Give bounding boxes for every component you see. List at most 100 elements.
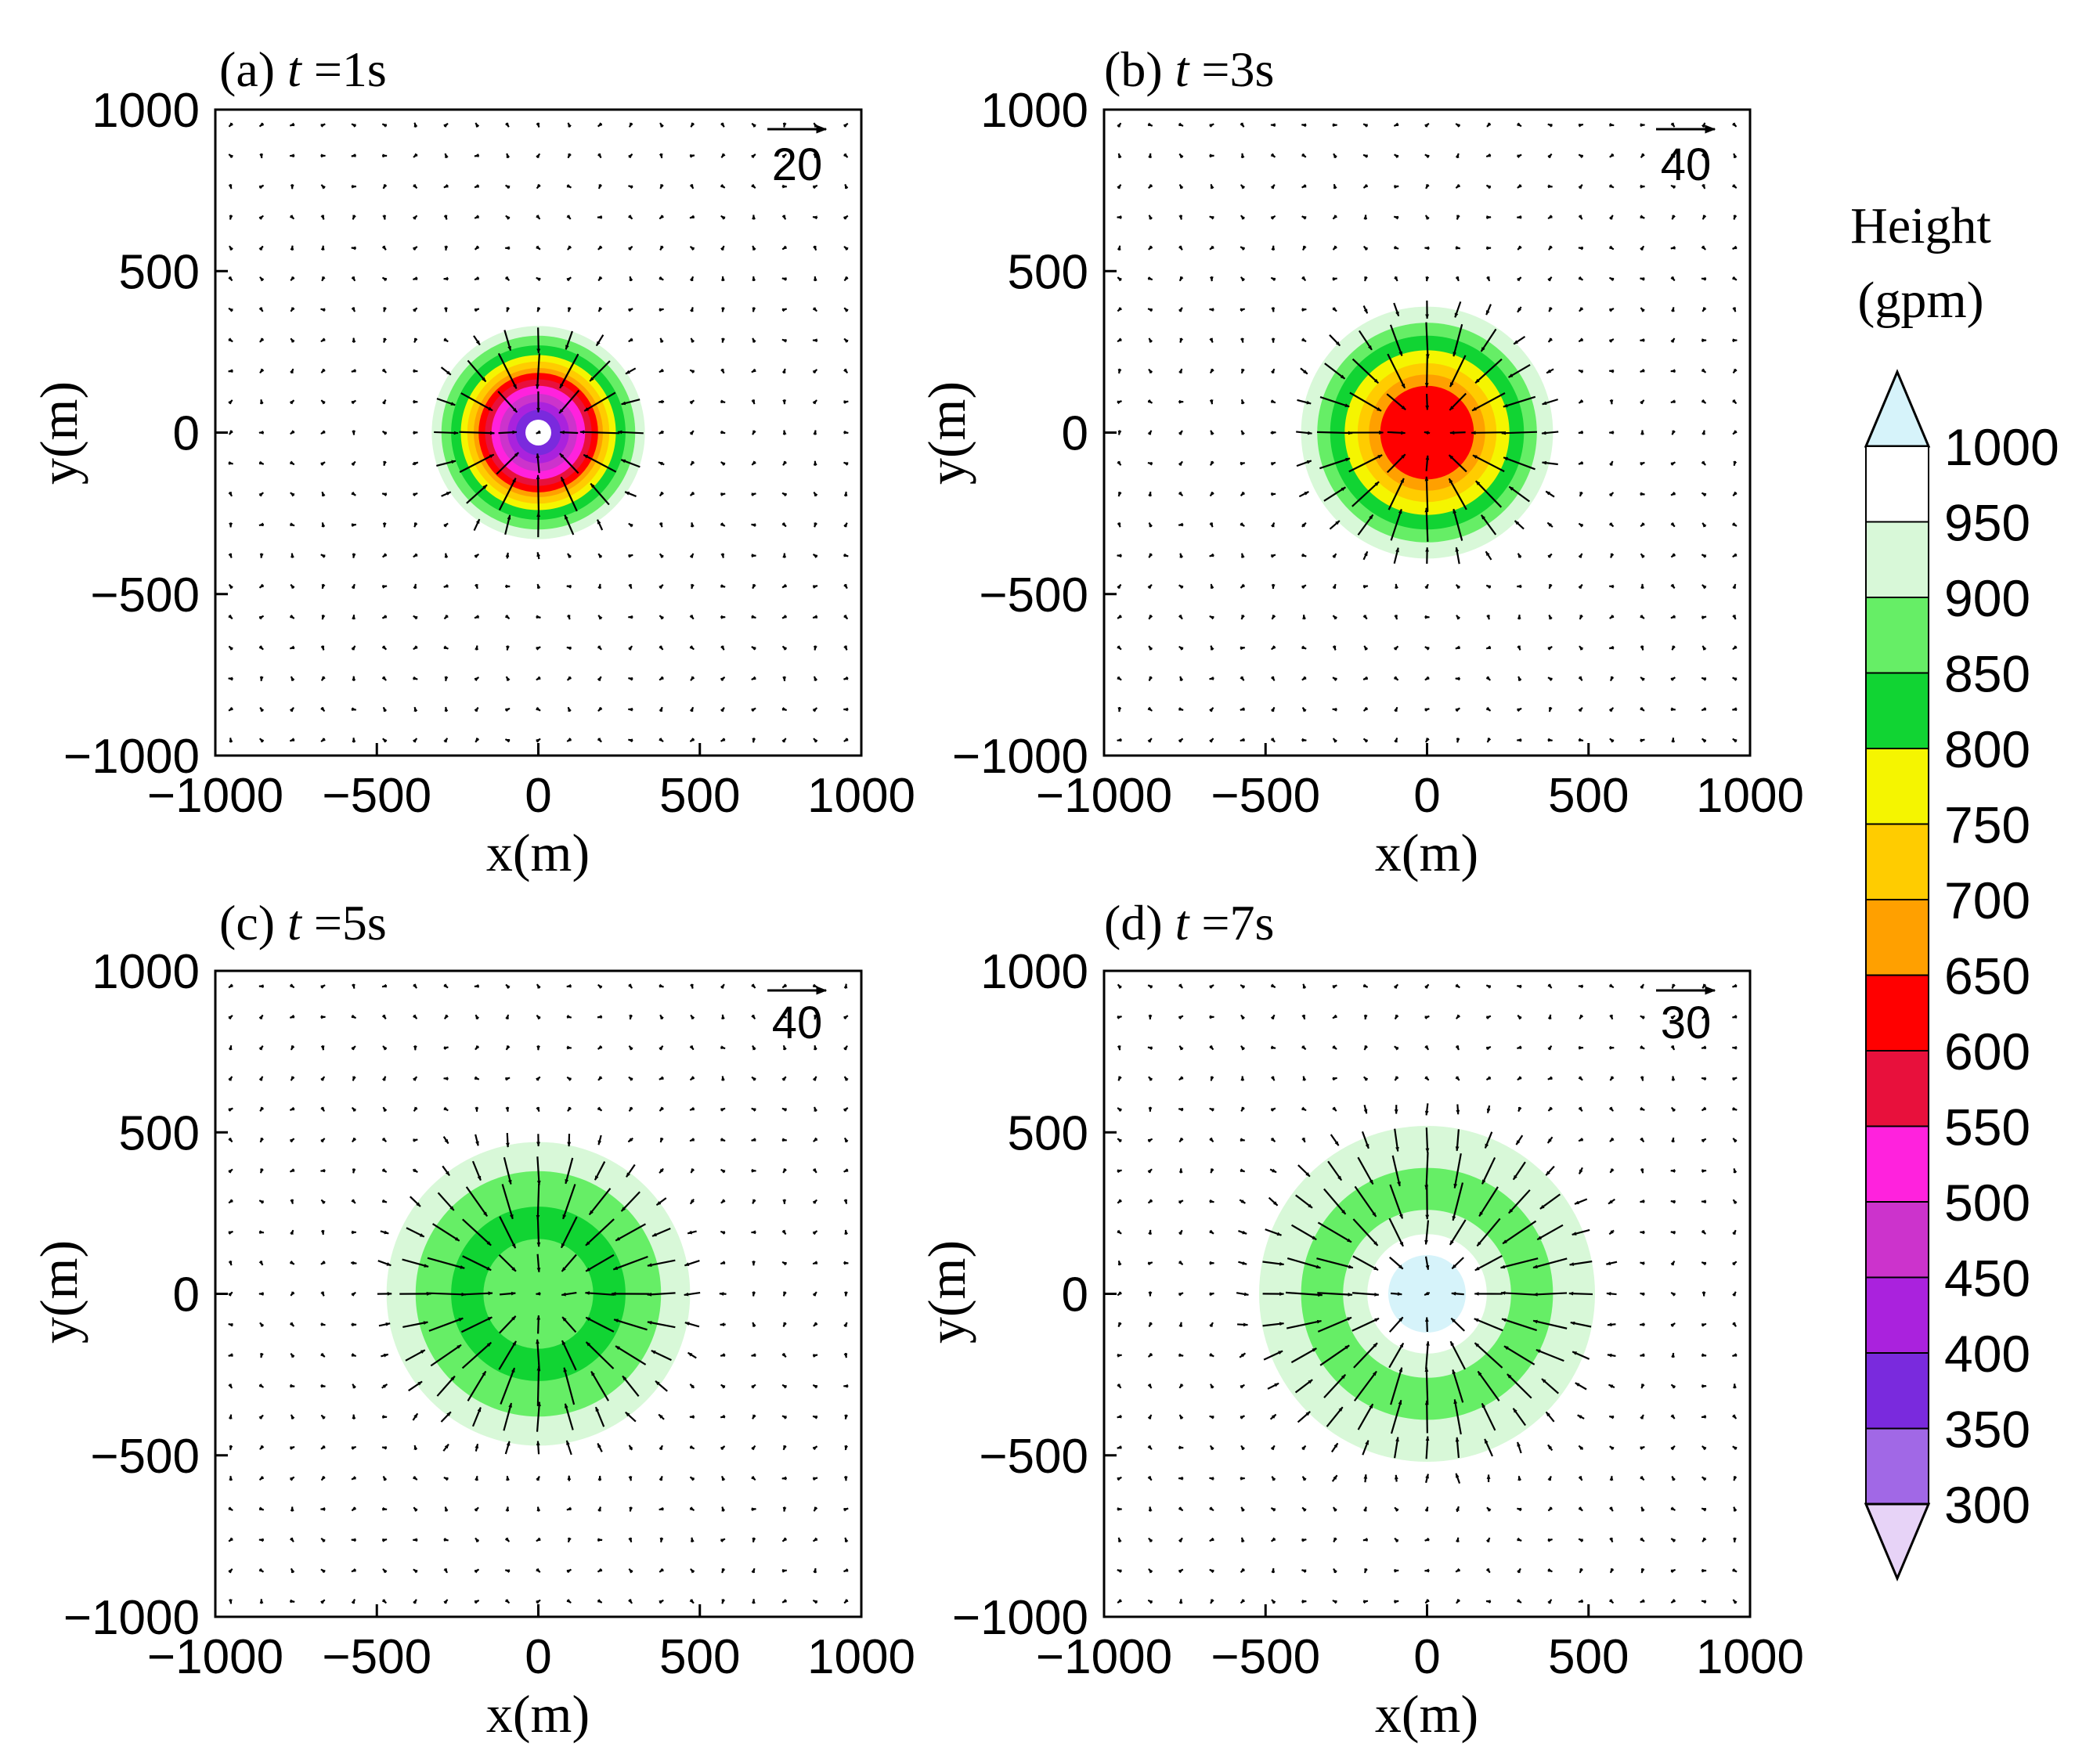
wind-arrow	[1733, 1167, 1738, 1174]
wind-arrow	[1701, 1600, 1707, 1604]
wind-arrow	[459, 453, 495, 473]
wind-arrow	[1178, 245, 1183, 251]
wind-arrow	[228, 369, 233, 373]
wind-arrow	[351, 307, 356, 312]
wind-arrow	[597, 1135, 602, 1145]
wind-arrow	[1117, 1107, 1123, 1113]
wind-arrow	[536, 215, 541, 220]
wind-arrow	[443, 215, 448, 220]
wind-arrow	[812, 707, 818, 712]
wind-arrow	[1608, 215, 1614, 220]
wind-arrow	[1271, 1476, 1276, 1481]
wind-arrow	[1319, 1344, 1350, 1366]
wind-arrow	[320, 337, 326, 343]
wind-arrow	[627, 153, 633, 159]
wind-arrow	[781, 1352, 787, 1358]
wind-arrow	[1210, 183, 1214, 189]
wind-arrow	[536, 353, 541, 390]
wind-arrow	[752, 245, 756, 251]
wind-arrow	[1455, 707, 1460, 712]
wind-arrow	[289, 1537, 294, 1542]
wind-arrow	[505, 1014, 510, 1020]
wind-arrow	[814, 1044, 817, 1051]
wind-arrow	[1394, 1600, 1399, 1604]
wind-arrow	[1670, 1106, 1676, 1113]
wind-arrow	[1732, 553, 1738, 558]
wind-arrow	[720, 1475, 726, 1481]
wind-arrow	[690, 1568, 695, 1574]
wind-arrow	[1301, 1538, 1307, 1542]
wind-arrow	[536, 1183, 540, 1220]
wind-arrow	[812, 399, 817, 405]
wind-arrow	[289, 614, 295, 619]
wind-arrow	[1455, 153, 1460, 159]
wind-arrow	[1270, 1076, 1276, 1081]
wind-arrow	[1238, 1261, 1247, 1265]
wind-arrow	[1424, 708, 1430, 712]
wind-arrow	[381, 276, 388, 282]
wind-arrow	[617, 430, 644, 435]
wind-arrow	[259, 1445, 265, 1450]
colorbar-segment	[1865, 974, 1929, 1052]
wind-arrow	[1319, 457, 1351, 470]
wind-arrow	[1147, 1352, 1153, 1358]
wind-arrow	[659, 584, 664, 590]
wind-arrow	[1640, 645, 1644, 651]
wind-arrow	[443, 1106, 449, 1112]
wind-arrow	[1301, 584, 1307, 590]
wind-arrow	[659, 1445, 663, 1451]
wind-arrow	[1209, 738, 1214, 743]
wind-arrow	[567, 307, 572, 312]
wind-arrow	[1732, 276, 1738, 281]
wind-arrow	[258, 307, 264, 312]
wind-arrow	[1448, 478, 1467, 510]
wind-arrow	[381, 676, 387, 681]
wind-arrow	[690, 1014, 695, 1020]
wind-arrow	[290, 337, 295, 344]
wind-arrow	[689, 1106, 695, 1111]
wind-arrow	[443, 1046, 449, 1051]
wind-arrow	[442, 1136, 449, 1145]
wind-arrow	[751, 1475, 756, 1481]
y-tick-label: 0	[173, 1268, 200, 1322]
wind-arrow	[752, 307, 756, 312]
wind-arrow	[1362, 550, 1369, 561]
wind-arrow	[620, 459, 641, 468]
wind-arrow	[1574, 1198, 1588, 1205]
colorbar-segment	[1865, 446, 1929, 523]
wind-arrow	[659, 676, 664, 681]
wind-arrow	[1117, 1383, 1122, 1389]
reference-vector-label-a: 20	[772, 139, 823, 190]
wind-arrow	[497, 352, 518, 389]
wind-arrow	[1731, 399, 1738, 405]
wind-arrow	[1609, 153, 1615, 158]
wind-arrow	[1486, 1105, 1491, 1114]
wind-arrow	[443, 1014, 449, 1019]
wind-arrow	[1701, 1106, 1707, 1112]
wind-arrow	[1117, 1138, 1123, 1143]
wind-arrow	[1358, 330, 1373, 351]
wind-arrow	[290, 676, 295, 682]
wind-arrow	[1240, 1506, 1246, 1512]
wind-arrow	[1332, 676, 1337, 682]
wind-arrow	[597, 184, 603, 189]
wind-arrow	[1499, 1257, 1539, 1269]
wind-arrow	[259, 368, 265, 373]
wind-arrow	[812, 306, 817, 312]
wind-arrow	[689, 306, 694, 312]
wind-arrow	[1608, 1198, 1615, 1205]
wind-arrow	[1456, 615, 1461, 620]
wind-arrow	[506, 153, 511, 159]
wind-arrow	[628, 1106, 633, 1112]
wind-arrow	[1117, 337, 1122, 343]
wind-arrow	[843, 430, 849, 435]
wind-arrow	[689, 154, 695, 158]
wind-arrow	[1362, 1600, 1369, 1604]
wind-arrow	[1301, 522, 1307, 528]
wind-arrow	[1670, 184, 1676, 189]
wind-arrow	[260, 1352, 264, 1358]
wind-arrow	[1670, 1506, 1676, 1511]
wind-arrow	[1301, 123, 1307, 128]
wind-arrow	[1517, 122, 1522, 128]
wind-arrow	[1148, 491, 1152, 497]
